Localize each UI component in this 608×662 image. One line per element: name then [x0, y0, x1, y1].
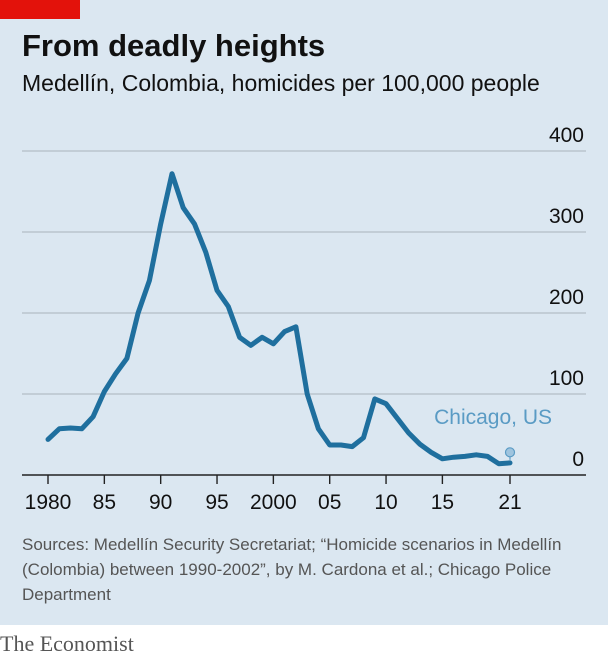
x-tick-label: 15 — [431, 491, 454, 514]
x-tick-label: 85 — [93, 491, 116, 514]
y-tick-label: 100 — [549, 367, 584, 390]
x-tick-label: 1980 — [25, 491, 72, 514]
chicago-marker — [504, 447, 516, 458]
annotation-layer: Chicago, US — [434, 406, 552, 460]
chart-title: From deadly heights — [22, 28, 326, 63]
x-tick-label: 21 — [498, 491, 521, 514]
y-tick-label: 400 — [549, 124, 584, 147]
x-tick-label: 90 — [149, 491, 172, 514]
series-line-medellin — [45, 171, 513, 467]
y-tick-label: 300 — [549, 205, 584, 228]
x-axis-ticks: 1980 85 90 95 2000 05 10 15 21 — [25, 475, 522, 514]
source-note: Sources: Medellín Security Secretariat; … — [22, 535, 562, 604]
annotation-label-chicago: Chicago, US — [434, 406, 552, 429]
x-tick-label: 2000 — [250, 491, 297, 514]
gridlines — [22, 150, 586, 476]
x-tick-label: 10 — [374, 491, 397, 514]
brand-wordmark: The Economist — [0, 631, 134, 656]
y-tick-label: 0 — [572, 448, 584, 471]
line-chart: 0 100 200 300 400 1980 85 90 95 2000 05 10 15 21 Chi… — [22, 124, 586, 514]
x-tick-label: 05 — [318, 491, 341, 514]
y-axis-ticks: 0 100 200 300 400 — [549, 124, 584, 471]
chart-subtitle: Medellín, Colombia, homicides per 100,00… — [22, 70, 540, 96]
x-tick-label: 95 — [205, 491, 228, 514]
series-layer — [45, 171, 513, 467]
brand-red-tag — [0, 0, 80, 19]
y-tick-label: 200 — [549, 286, 584, 309]
